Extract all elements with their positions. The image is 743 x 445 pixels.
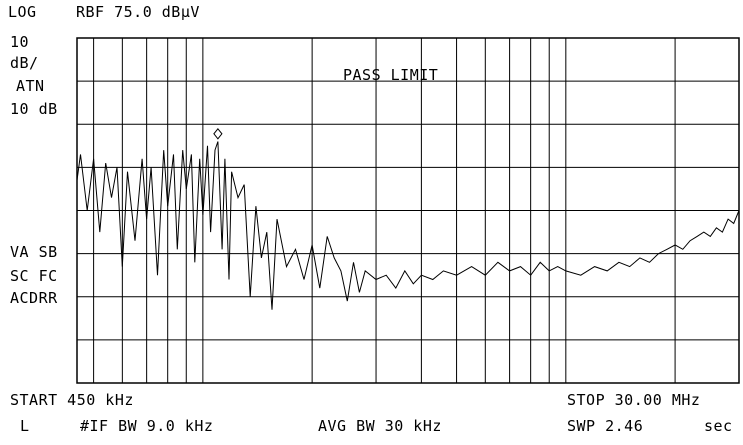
sweep-unit-label: sec [704,417,733,435]
peak-marker [213,127,223,140]
start-frequency-label: START 450 kHz [10,391,134,409]
pass-limit-annotation: PASS LIMIT [343,66,438,84]
measurement-trace [76,141,740,310]
status-va-sb: VA SB [10,243,58,261]
div-unit-label: dB/ [10,54,39,72]
atn-value-label: 10 dB [10,100,58,118]
marker-diamond-icon [213,127,223,140]
reference-level-label: RBF 75.0 dBµV [76,3,200,21]
avg-bandwidth-label: AVG BW 30 kHz [318,417,442,435]
atn-label: ATN [16,77,45,95]
scale-mode-label: LOG [8,3,37,21]
div-value-label: 10 [10,33,29,51]
level-indicator-label: L [20,417,30,435]
if-bandwidth-label: #IF BW 9.0 kHz [80,417,213,435]
graticule [77,38,739,383]
status-sc-fc: SC FC [10,267,58,285]
sweep-time-label: SWP 2.46 [567,417,643,435]
status-acdrr: ACDRR [10,289,58,307]
stop-frequency-label: STOP 30.00 MHz [567,391,700,409]
